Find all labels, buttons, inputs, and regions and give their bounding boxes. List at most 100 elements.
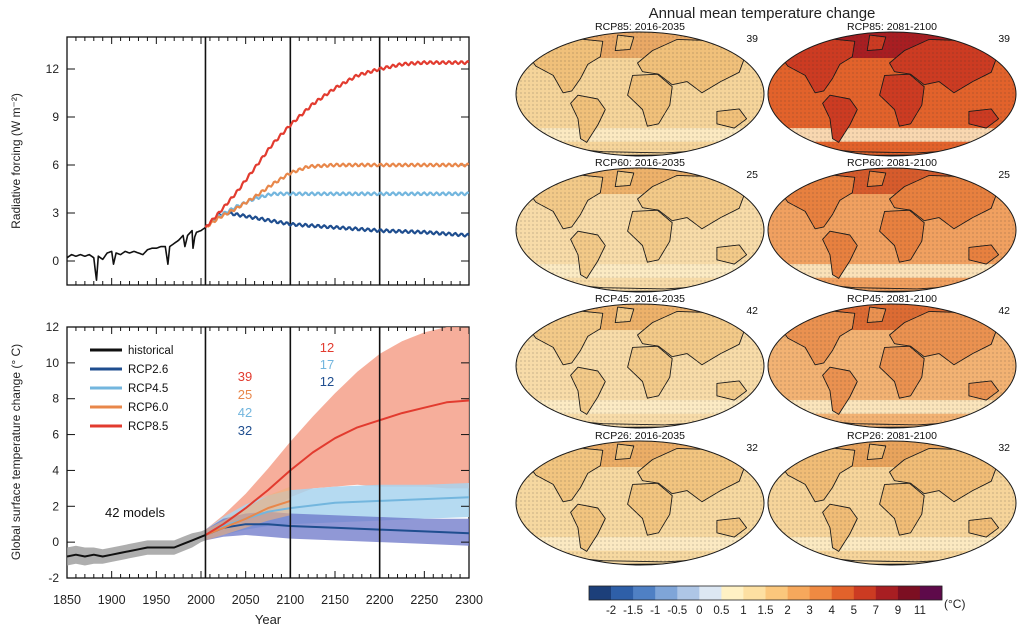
models-annotation: 42 models bbox=[105, 505, 165, 520]
temperature-vlines bbox=[204, 327, 381, 578]
colorbar-tick-label: 3 bbox=[806, 605, 812, 617]
forcing-plot-frame bbox=[66, 36, 470, 286]
map-outline bbox=[767, 440, 1017, 566]
forcing-panel: 0 3 6 9 12 Radiative forcing (W m⁻²) bbox=[9, 36, 470, 286]
colorbar-tick-label: 11 bbox=[914, 605, 926, 617]
maps-panel: Annual mean temperature change RCP85: 20… bbox=[515, 5, 1017, 617]
temperature-xlabel: Year bbox=[255, 612, 282, 627]
map-panel-count: 42 bbox=[746, 305, 758, 317]
map-stippling bbox=[516, 168, 764, 292]
colorbar-swatch bbox=[589, 586, 612, 600]
colorbar: -2 -1.5 -1 -0.5 0 0.5 1 1.5 2 3 4 5 7 9 11 bbox=[588, 585, 943, 617]
map-panel-count: 39 bbox=[746, 33, 758, 45]
colorbar-swatch bbox=[919, 586, 943, 600]
count-2081-2100: 39 bbox=[238, 369, 252, 384]
legend-label: RCP4.5 bbox=[128, 383, 168, 395]
colorbar-tick-label: 1 bbox=[740, 605, 746, 617]
forcing-series bbox=[67, 60, 469, 281]
count-2181-2200: 17 bbox=[320, 357, 334, 372]
count-2081-2100: 25 bbox=[238, 387, 252, 402]
colorbar-swatch bbox=[875, 586, 899, 600]
map-body bbox=[516, 32, 764, 156]
map-panel-label: RCP60: 2081-2100 bbox=[847, 157, 937, 169]
count-2181-2200: 12 bbox=[320, 374, 334, 389]
map-panel-label: RCP60: 2016-2035 bbox=[595, 157, 685, 169]
map-stippling bbox=[768, 168, 1016, 292]
map-panel-label: RCP85: 2016-2035 bbox=[595, 21, 685, 33]
colorbar-swatch bbox=[699, 586, 722, 600]
colorbar-swatch bbox=[743, 586, 766, 600]
colorbar-tick-label: -2 bbox=[606, 605, 616, 617]
colorbar-swatch bbox=[809, 586, 832, 600]
temperature-xtick-label: 2150 bbox=[321, 593, 349, 607]
temperature-ytick-label: 4 bbox=[52, 463, 59, 477]
temperature-ylabel: Global surface temperature change (° C) bbox=[9, 344, 23, 560]
map-stippling bbox=[768, 441, 1016, 565]
colorbar-swatch bbox=[655, 586, 678, 600]
temperature-panel: -2 0 2 4 6 8 10 12 1850 1900 1950 2000 2050 2100 2150 2… bbox=[9, 320, 483, 627]
temperature-axis-ticks: -2 0 2 4 6 8 10 12 1850 1900 1950 2000 2050 2100 2150 2… bbox=[46, 320, 483, 607]
temperature-legend: historical RCP2.6 RCP4.5 RCP6.0 RCP8.5 bbox=[90, 345, 173, 433]
map-outline bbox=[515, 31, 765, 157]
map-body bbox=[516, 168, 764, 292]
temperature-xtick-label: 1850 bbox=[53, 593, 81, 607]
forcing-ytick-label: 0 bbox=[52, 254, 59, 268]
colorbar-swatch bbox=[677, 586, 700, 600]
map-panel-label: RCP45: 2016-2035 bbox=[595, 293, 685, 305]
map-panel-count: 32 bbox=[746, 442, 758, 454]
temperature-xtick-label: 2100 bbox=[276, 593, 304, 607]
forcing-vlines bbox=[204, 37, 381, 285]
map-panel: RCP85: 2016-2035 39 bbox=[515, 21, 765, 157]
map-body bbox=[768, 32, 1016, 156]
temperature-line-rcp6-0 bbox=[205, 499, 291, 536]
forcing-line-rcp2-6 bbox=[204, 211, 469, 238]
colorbar-tick-label: 5 bbox=[851, 605, 857, 617]
colorbar-swatch bbox=[853, 586, 877, 600]
temperature-ytick-label: -2 bbox=[48, 571, 59, 585]
temperature-xtick-label: 2250 bbox=[410, 593, 438, 607]
colorbar-swatch bbox=[787, 586, 810, 600]
temperature-xtick-label: 2200 bbox=[366, 593, 394, 607]
colorbar-tick-label: 7 bbox=[873, 605, 879, 617]
temperature-line-historical bbox=[67, 534, 206, 558]
map-panel: RCP85: 2081-2100 39 bbox=[767, 21, 1017, 157]
temperature-ytick-label: 6 bbox=[52, 428, 59, 442]
forcing-line-rcp8-5 bbox=[204, 60, 469, 228]
map-outline bbox=[515, 440, 765, 566]
map-body bbox=[768, 304, 1016, 428]
colorbar-swatch bbox=[721, 586, 744, 600]
map-panel: RCP60: 2016-2035 25 bbox=[515, 157, 765, 293]
count-2081-2100: 32 bbox=[238, 423, 252, 438]
temperature-ytick-label: 8 bbox=[52, 392, 59, 406]
forcing-ytick-label: 6 bbox=[52, 158, 59, 172]
map-stippling bbox=[516, 32, 764, 156]
map-outline bbox=[767, 31, 1017, 157]
map-panel: RCP45: 2016-2035 42 bbox=[515, 293, 765, 429]
forcing-ytick-label: 9 bbox=[52, 110, 59, 124]
count-2081-2100: 42 bbox=[238, 405, 252, 420]
temperature-xtick-label: 2300 bbox=[455, 593, 483, 607]
map-panel-count: 25 bbox=[746, 169, 758, 181]
map-panel-count: 42 bbox=[998, 305, 1010, 317]
temperature-xtick-label: 1900 bbox=[98, 593, 126, 607]
colorbar-frame bbox=[588, 585, 943, 601]
map-panel-label: RCP26: 2081-2100 bbox=[847, 430, 937, 442]
colorbar-swatch bbox=[765, 586, 788, 600]
map-stippling bbox=[768, 32, 1016, 156]
maps-title: Annual mean temperature change bbox=[649, 5, 876, 22]
map-panel-label: RCP45: 2081-2100 bbox=[847, 293, 937, 305]
legend-label: historical bbox=[128, 345, 173, 357]
map-body bbox=[768, 441, 1016, 565]
colorbar-swatch bbox=[633, 586, 656, 600]
colorbar-tick-label: 0 bbox=[696, 605, 702, 617]
colorbar-swatch bbox=[611, 586, 634, 600]
forcing-line-rcp6-0 bbox=[204, 162, 469, 229]
temperature-ytick-label: 2 bbox=[52, 499, 59, 513]
map-panel-count: 25 bbox=[998, 169, 1010, 181]
temperature-line-rcp8-5 bbox=[204, 399, 469, 536]
model-counts: 39 25 42 32 12 17 12 bbox=[238, 340, 334, 438]
temperature-xtick-label: 2050 bbox=[232, 593, 260, 607]
colorbar-tick-label: 2 bbox=[784, 605, 790, 617]
colorbar-tick-label: -0.5 bbox=[667, 605, 687, 617]
